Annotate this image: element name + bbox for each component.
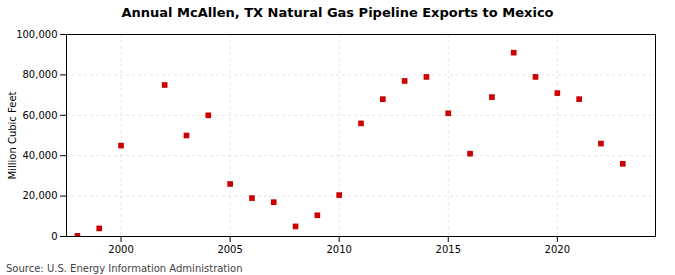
html-text:Source: U.S. Energy Informatio: Source: U.S. Energy Information Administ… bbox=[6, 263, 243, 274]
svg-text:80,000: 80,000 bbox=[23, 69, 58, 80]
svg-text:Million Cubic Feet: Million Cubic Feet bbox=[7, 91, 18, 179]
svg-text:60,000: 60,000 bbox=[23, 110, 58, 121]
svg-text:2000: 2000 bbox=[108, 244, 133, 255]
svg-text:40,000: 40,000 bbox=[23, 150, 58, 161]
svg-text:100,000: 100,000 bbox=[16, 29, 57, 40]
svg-text:2010: 2010 bbox=[326, 244, 351, 255]
svg-text:0: 0 bbox=[51, 231, 57, 242]
svg-text:20,000: 20,000 bbox=[23, 190, 58, 201]
svg-text:2005: 2005 bbox=[217, 244, 242, 255]
svg-text:2020: 2020 bbox=[545, 244, 570, 255]
svg-text:2015: 2015 bbox=[436, 244, 461, 255]
html-text:Annual McAllen, TX Natural Gas: Annual McAllen, TX Natural Gas Pipeline … bbox=[121, 5, 554, 20]
